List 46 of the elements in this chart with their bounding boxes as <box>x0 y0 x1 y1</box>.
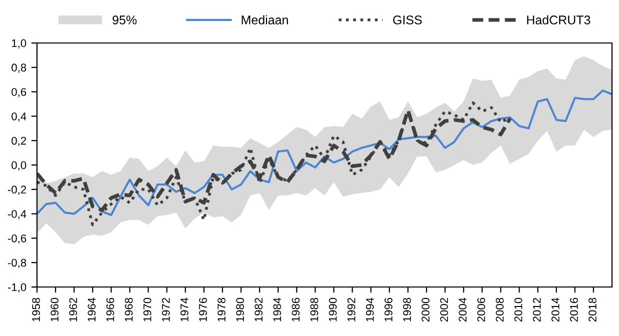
x-tick-label: 1988 <box>310 298 318 322</box>
x-tick-label: 1994 <box>366 298 374 322</box>
legend-label: GISS <box>393 16 422 24</box>
x-tick-label: 1996 <box>384 298 392 322</box>
x-tick-label: 2018 <box>588 298 596 322</box>
x-tick-label: 1968 <box>124 298 133 322</box>
y-tick-label: 0,4 <box>12 112 26 122</box>
y-tick-label: -0,2 <box>8 186 26 195</box>
x-tick-label: 1982 <box>254 298 263 322</box>
x-tick-label: 1966 <box>106 298 114 322</box>
x-tick-label: 1998 <box>403 298 411 322</box>
y-tick-label: -0,8 <box>8 258 26 268</box>
text: 95% <box>112 16 137 24</box>
x-tick-label: 2004 <box>458 298 467 322</box>
y-tick-label: -0,6 <box>8 234 26 244</box>
x-tick-label: 1974 <box>180 298 188 322</box>
x-tick-label: 2012 <box>532 298 541 322</box>
x-tick-label: 2000 <box>422 298 430 322</box>
x-tick-label: 1984 <box>273 298 282 322</box>
x-tick-label: 1990 <box>328 298 337 322</box>
legend-label: Mediaan <box>242 15 288 24</box>
x-tick-label: 1978 <box>218 298 226 322</box>
y-tick-label: -1,0 <box>8 283 26 292</box>
x-tick-label: 1986 <box>292 298 300 322</box>
y-tick-label: 0,8 <box>12 64 26 73</box>
x-tick-label: 2010 <box>514 298 522 322</box>
x-tick-label: 2016 <box>570 298 578 322</box>
legend-label: HadCRUT3 <box>527 15 590 24</box>
x-tick-label: 1980 <box>236 298 244 322</box>
x-tick-label: 2002 <box>440 298 448 322</box>
y-tick-label: 1,0 <box>12 39 26 48</box>
x-tick-label: 1972 <box>162 298 170 322</box>
y-tick-label: 0,6 <box>12 88 26 98</box>
x-tick-label: 1970 <box>143 298 152 322</box>
x-tick-label: 1976 <box>199 298 207 322</box>
x-tick-label: 1960 <box>50 298 59 322</box>
x-tick-label: 1964 <box>88 298 96 322</box>
x-tick-label: 2014 <box>551 298 560 322</box>
x-tick-label: 2006 <box>477 298 486 322</box>
x-tick-label: 1958 <box>32 298 40 322</box>
x-tick-label: 1962 <box>69 298 78 322</box>
x-tick-label: 2008 <box>496 298 504 322</box>
y-tick-label: -0,4 <box>8 210 26 220</box>
y-tick-label: 0,2 <box>12 136 26 146</box>
y-tick-label: 0,0 <box>12 161 26 170</box>
x-tick-label: 1992 <box>347 298 356 322</box>
